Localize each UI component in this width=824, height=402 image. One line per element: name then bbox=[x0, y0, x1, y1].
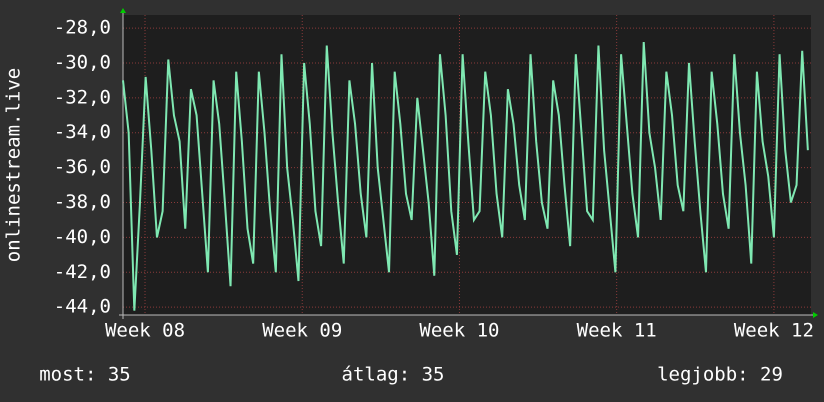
x-tick-label: Week 11 bbox=[577, 320, 657, 342]
footer-stat: legjobb: 29 bbox=[657, 364, 783, 386]
y-tick-label: -32,0 bbox=[54, 86, 111, 108]
y-tick-label: -36,0 bbox=[54, 156, 111, 178]
x-tick-label: Week 12 bbox=[734, 320, 814, 342]
y-tick-label: -44,0 bbox=[54, 296, 111, 318]
y-tick-label: -42,0 bbox=[54, 261, 111, 283]
footer-stat: átlag: 35 bbox=[342, 364, 445, 386]
x-tick-label: Week 10 bbox=[419, 320, 499, 342]
data-line bbox=[122, 41, 809, 311]
y-tick-label: -34,0 bbox=[54, 121, 111, 143]
y-tick-label: -38,0 bbox=[54, 191, 111, 213]
y-tick-label: -28,0 bbox=[54, 17, 111, 39]
y-tick-label: -40,0 bbox=[54, 226, 111, 248]
x-tick-label: Week 09 bbox=[262, 320, 342, 342]
axis-arrow bbox=[120, 8, 126, 13]
y-tick-label: -30,0 bbox=[54, 51, 111, 73]
axis-arrow bbox=[813, 312, 818, 318]
x-tick-label: Week 08 bbox=[105, 320, 185, 342]
footer-stat: most: 35 bbox=[39, 364, 131, 386]
plot-area bbox=[123, 15, 811, 315]
y-axis-label: onlinestream.live bbox=[3, 68, 25, 262]
